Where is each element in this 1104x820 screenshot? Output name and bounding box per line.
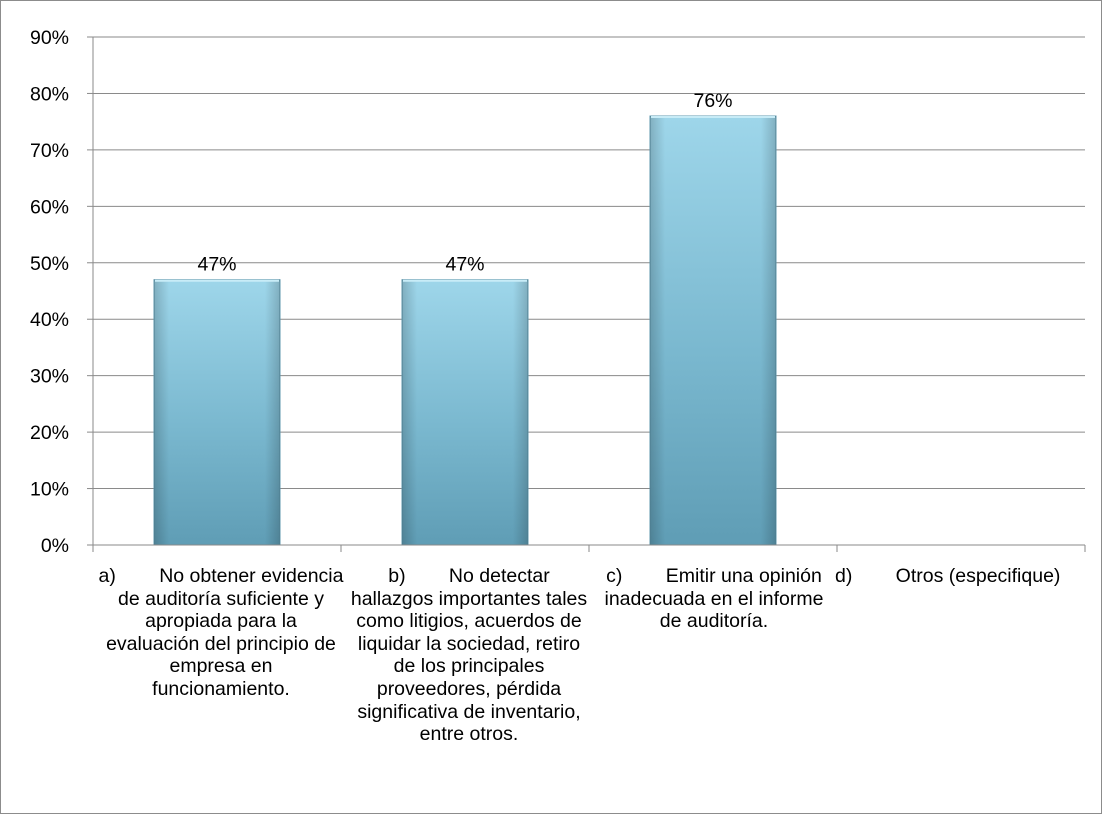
axes [87,36,1086,552]
y-tick-label: 10% [30,479,69,501]
data-label: 47% [445,254,484,276]
y-tick-labels: 0% 10% 20% 30% 40% 50% 60% 70% 80% 90% [30,27,69,557]
bar-shade [650,116,776,546]
category-label: d) Otros (especifique) [835,565,1061,587]
data-label: 76% [693,90,732,112]
data-label: 47% [197,254,236,276]
y-tick-label: 30% [30,366,69,388]
bars [153,115,777,546]
bar-shade [402,279,528,545]
y-tick-label: 40% [30,309,69,331]
y-tick-label: 50% [30,253,69,275]
category-label: c) Emitir una opinión inadecuada en el i… [604,565,829,633]
y-tick-label: 80% [30,83,69,105]
bar-shade [154,279,280,545]
category-label: a) No obtener evidencia de auditoría suf… [98,565,349,700]
y-tick-label: 20% [30,422,69,444]
y-tick-label: 90% [30,27,69,49]
y-tick-label: 60% [30,196,69,218]
category-label: b) No detectar hallazgos importantes tal… [350,565,593,746]
y-tick-label: 70% [30,140,69,162]
data-labels: 47% 47% 76% [197,90,732,276]
y-tick-label: 0% [41,535,69,557]
